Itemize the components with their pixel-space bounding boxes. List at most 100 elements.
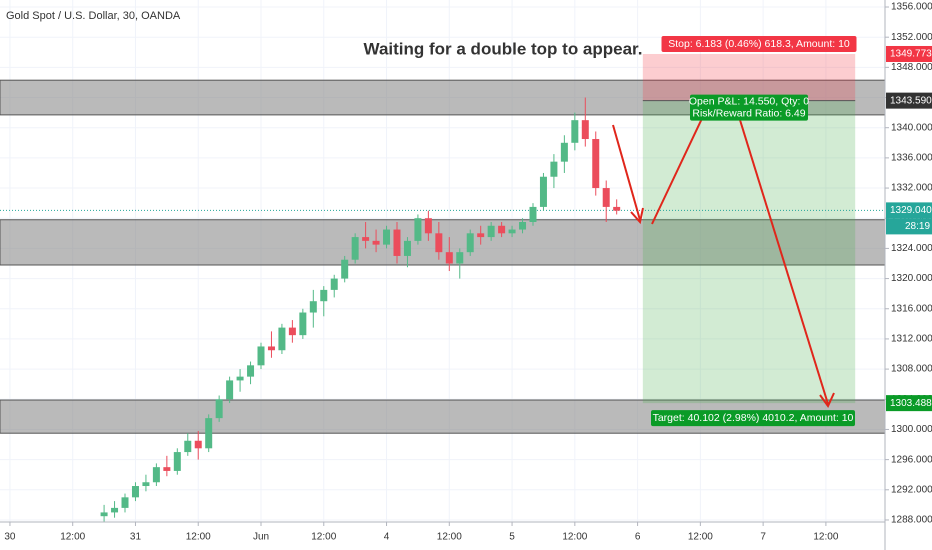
stop-label-box — [661, 35, 857, 52]
candle-body — [351, 237, 359, 260]
countdown: 28:19 — [905, 221, 930, 232]
candle-body — [288, 327, 296, 336]
candle-body — [571, 120, 579, 143]
x-tick-label: 12:00 — [562, 532, 587, 543]
y-tick-label: 1308.000 — [891, 364, 932, 375]
candle-body — [226, 380, 234, 400]
y-tick-label: 1292.000 — [891, 484, 932, 495]
zone — [0, 219, 886, 266]
x-tick-label: 12:00 — [60, 532, 85, 543]
price-tag — [886, 45, 932, 62]
x-tick-label: 4 — [384, 532, 390, 543]
candle-body — [539, 176, 547, 207]
y-tick-label: 1348.000 — [891, 62, 932, 73]
arrow-head — [819, 392, 835, 408]
y-tick-label: 1296.000 — [891, 454, 932, 465]
candle-body — [215, 399, 223, 419]
y-tick-label: 1320.000 — [891, 273, 932, 284]
candle-body — [581, 120, 589, 140]
x-tick-label: 6 — [635, 532, 641, 543]
candle-body — [152, 467, 160, 483]
time-axis-bg — [0, 522, 932, 550]
y-tick-label: 1324.000 — [891, 243, 932, 254]
candle-body — [278, 327, 286, 351]
candle-body — [362, 237, 370, 241]
arrow — [739, 119, 829, 405]
candle-body — [403, 240, 411, 256]
y-tick-label: 1300.000 — [891, 424, 932, 435]
candle-body — [173, 452, 181, 471]
arrow-head — [630, 207, 644, 225]
price-tag-label: 1329.040 — [890, 205, 932, 216]
y-tick-label: 1356.000 — [891, 2, 932, 13]
candle-body — [477, 233, 485, 238]
x-tick-label: 12:00 — [437, 532, 462, 543]
price-tag — [886, 202, 932, 219]
candle-body — [393, 229, 401, 256]
x-tick-label: 12:00 — [813, 532, 838, 543]
price-axis-bg — [885, 0, 932, 550]
candle-body — [613, 206, 621, 211]
candle-body — [383, 229, 391, 245]
candle-body — [194, 440, 202, 449]
candle-body — [142, 482, 150, 487]
candle-body — [184, 440, 192, 453]
candle-body — [456, 252, 464, 264]
candle-body — [257, 346, 265, 366]
y-tick-label: 1316.000 — [891, 303, 932, 314]
candle-body — [121, 497, 129, 508]
arrows — [612, 106, 835, 408]
chart-title: Gold Spot / U.S. Dollar, 30, OANDA — [6, 10, 181, 22]
x-tick-label: 12:00 — [186, 532, 211, 543]
y-tick-label: 1340.000 — [891, 122, 932, 133]
x-tick-label: 5 — [509, 532, 515, 543]
candle-body — [320, 289, 328, 302]
x-tick-label: Jun — [253, 532, 269, 543]
candle-body — [529, 206, 537, 223]
candle-body — [508, 229, 516, 234]
target-label: Target: 40.102 (2.98%) 4010.2, Amount: 1… — [653, 412, 854, 424]
price-tag-label: 1349.773 — [890, 49, 932, 60]
candle-body — [309, 301, 317, 313]
price-tag-label: 1303.488 — [890, 398, 932, 409]
y-tick-label: 1332.000 — [891, 183, 932, 194]
arrow — [612, 124, 641, 221]
annotation: Waiting for a double top to appear. — [364, 39, 643, 58]
candle-body — [100, 512, 108, 517]
candle-body — [330, 278, 338, 290]
candle-body — [602, 188, 610, 207]
candle-body — [163, 467, 171, 471]
countdown-box — [886, 218, 932, 235]
candle-body — [424, 218, 432, 234]
y-tick-label: 1336.000 — [891, 153, 932, 164]
candle-body — [519, 222, 527, 230]
candle-body — [435, 233, 443, 253]
x-tick-label: 30 — [4, 532, 16, 543]
candle-body — [498, 225, 506, 234]
pnl-box — [690, 94, 808, 121]
candle-body — [247, 365, 255, 377]
candle-body — [560, 142, 568, 162]
zones — [0, 79, 886, 434]
arrow — [651, 109, 707, 225]
candle-body — [487, 225, 495, 238]
candle-body — [205, 418, 213, 449]
rr-label: Risk/Reward Ratio: 6.49 — [692, 107, 805, 119]
candle-body — [341, 259, 349, 279]
pnl-label: Open P&L: 14.550, Qty: 0 — [689, 95, 809, 107]
candle-body — [592, 139, 600, 189]
stop-zone — [642, 53, 856, 101]
candle-body — [550, 161, 558, 177]
price-tag-label: 1343.590 — [890, 95, 932, 106]
price-tag — [886, 92, 932, 109]
candle-body — [131, 486, 139, 498]
x-tick-label: 7 — [760, 532, 766, 543]
y-tick-label: 1288.000 — [891, 515, 932, 526]
y-tick-label: 1312.000 — [891, 334, 932, 345]
stop-label: Stop: 6.183 (0.46%) 618.3, Amount: 10 — [668, 38, 850, 50]
candle-body — [466, 233, 474, 253]
candle-body — [414, 218, 422, 241]
y-tick-label: 1352.000 — [891, 32, 932, 43]
